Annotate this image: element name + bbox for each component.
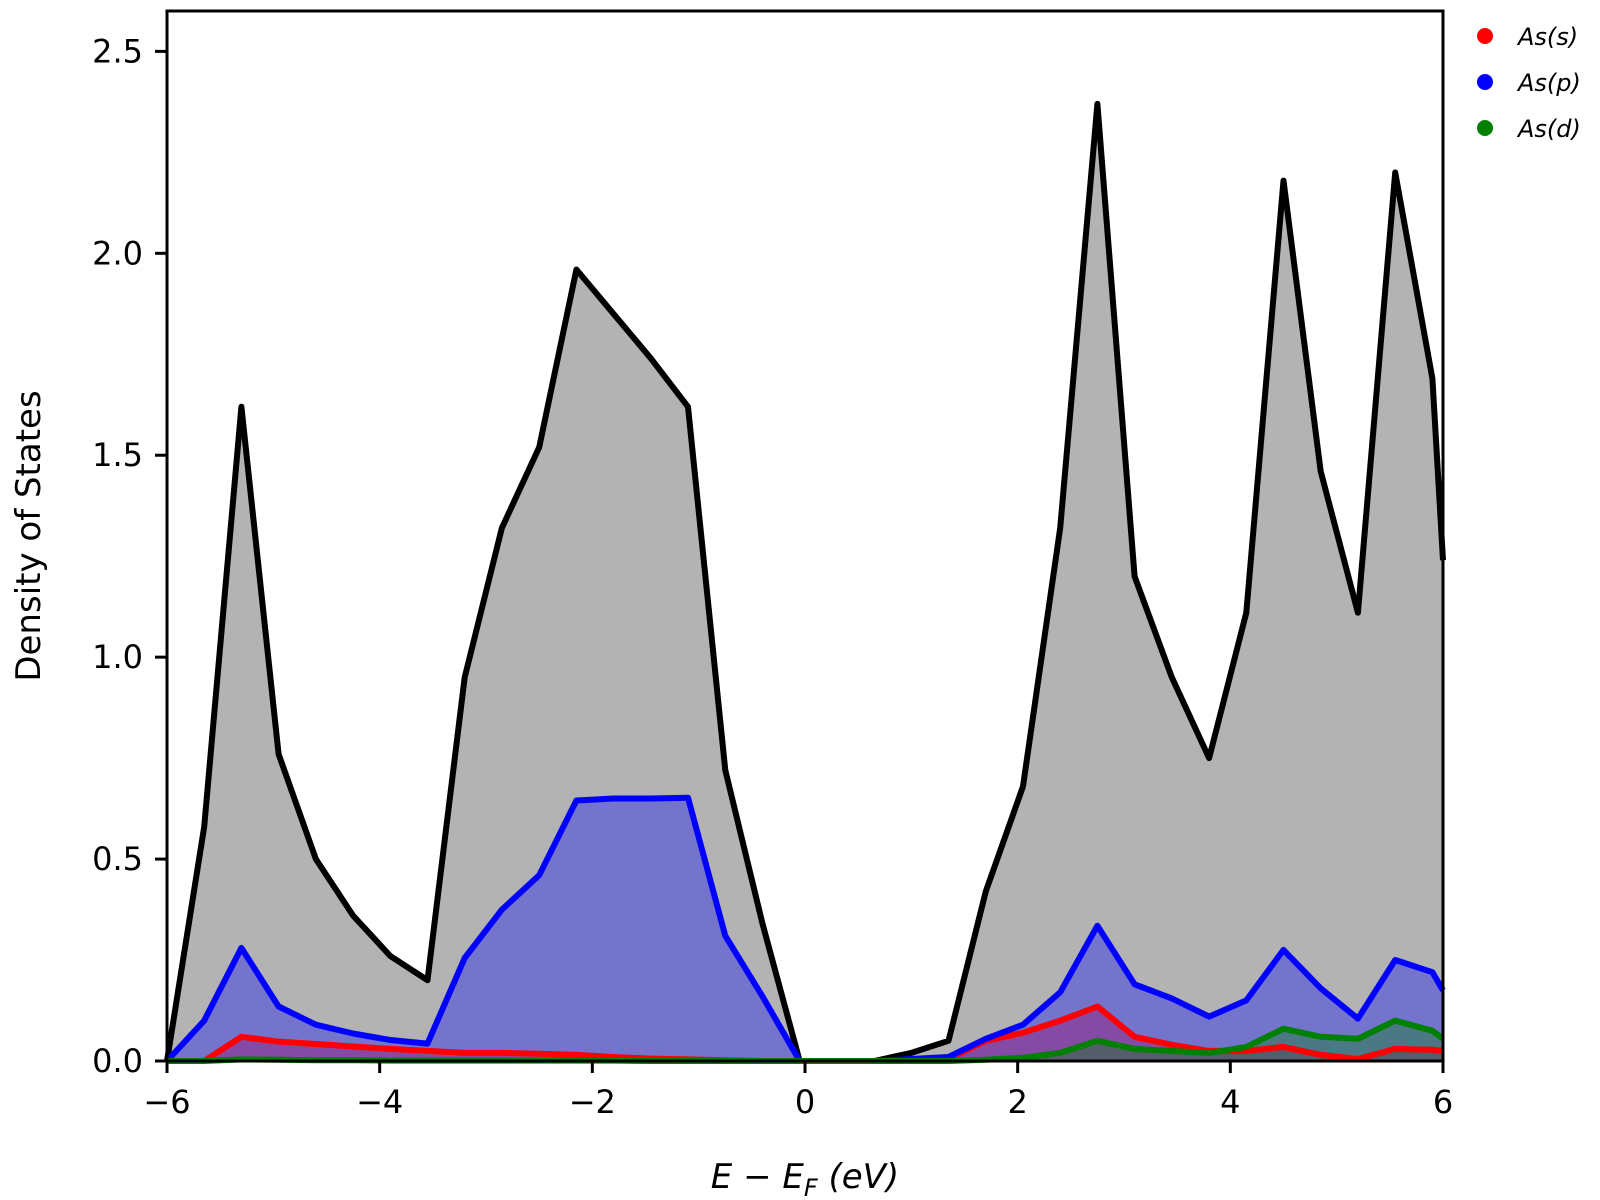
x-tick-label: 2: [1007, 1083, 1027, 1121]
legend: As(s) As(p) As(d): [1477, 23, 1581, 143]
x-axis-label-unit: (eV): [818, 1157, 900, 1197]
series-fill-1: [167, 797, 1443, 1061]
y-tick-label: 1.0: [92, 638, 143, 676]
x-tick-label: 6: [1433, 1083, 1453, 1121]
y-tick-label: 2.5: [92, 32, 143, 70]
x-axis-label: E − EF (eV): [711, 1157, 899, 1200]
legend-marker-0: [1477, 28, 1493, 44]
legend-marker-2: [1477, 120, 1493, 136]
x-axis-label-main: E − E: [711, 1157, 805, 1197]
y-tick-label: 0.5: [92, 840, 143, 878]
x-axis-ticks: −6 −4 −2 0 2 4 6: [143, 1061, 1453, 1121]
y-tick-label: 2.0: [92, 234, 143, 272]
x-tick-label: 0: [795, 1083, 815, 1121]
x-tick-label: 4: [1220, 1083, 1240, 1121]
y-axis-ticks: 0.0 0.5 1.0 1.5 2.0 2.5: [92, 32, 167, 1080]
x-axis-label-sub: F: [804, 1174, 819, 1200]
x-tick-label: −4: [356, 1083, 403, 1121]
y-tick-label: 1.5: [92, 436, 143, 474]
total-dos-fill: [167, 103, 1443, 1061]
x-tick-label: −2: [569, 1083, 616, 1121]
x-tick-label: −6: [143, 1083, 190, 1121]
y-axis-label: Density of States: [9, 390, 49, 681]
legend-label-0: As(s): [1516, 23, 1578, 51]
series-fill-2: [167, 1020, 1443, 1061]
legend-marker-1: [1477, 74, 1493, 90]
y-tick-label: 0.0: [92, 1042, 143, 1080]
legend-label-1: As(p): [1516, 69, 1581, 97]
legend-label-2: As(d): [1516, 115, 1581, 143]
